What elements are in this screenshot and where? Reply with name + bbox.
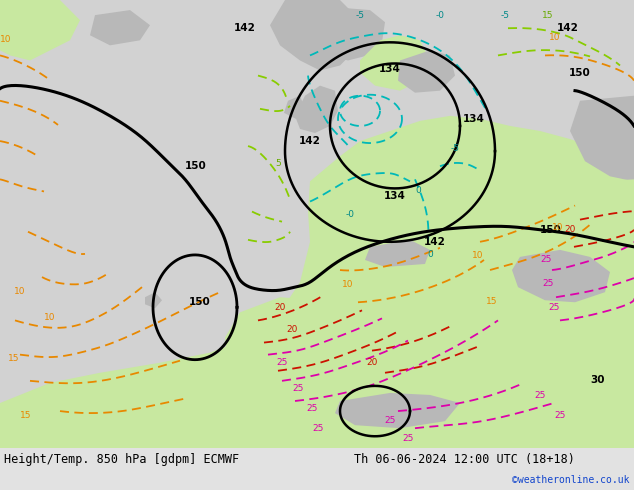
Text: 134: 134 (384, 192, 406, 201)
Text: 134: 134 (379, 64, 401, 74)
Text: 25: 25 (534, 391, 546, 400)
Text: -5: -5 (451, 144, 460, 153)
Text: 20: 20 (275, 303, 286, 312)
Text: ©weatheronline.co.uk: ©weatheronline.co.uk (512, 475, 630, 485)
Text: 0: 0 (427, 250, 433, 259)
Text: 142: 142 (234, 23, 256, 33)
Text: 25: 25 (292, 384, 304, 393)
Text: 142: 142 (424, 237, 446, 247)
Text: 20: 20 (287, 325, 298, 335)
Text: 10: 10 (552, 223, 564, 232)
Polygon shape (90, 10, 150, 46)
Text: -5: -5 (500, 11, 510, 20)
Text: 25: 25 (384, 416, 396, 425)
Polygon shape (0, 0, 80, 60)
Text: 10: 10 (0, 35, 11, 44)
Text: Th 06-06-2024 12:00 UTC (18+18): Th 06-06-2024 12:00 UTC (18+18) (354, 453, 575, 466)
Text: 15: 15 (8, 354, 20, 363)
Text: 150: 150 (185, 161, 207, 171)
Text: 10: 10 (472, 251, 484, 260)
Text: 0: 0 (415, 187, 421, 196)
Polygon shape (225, 297, 350, 388)
Text: -0: -0 (346, 210, 354, 219)
Polygon shape (365, 240, 430, 267)
Polygon shape (570, 96, 634, 181)
Text: 25: 25 (403, 434, 414, 443)
Text: 150: 150 (189, 297, 211, 307)
Text: 10: 10 (14, 287, 26, 296)
Text: 150: 150 (569, 68, 591, 77)
Text: 142: 142 (299, 136, 321, 146)
Polygon shape (295, 86, 338, 133)
Text: Height/Temp. 850 hPa [gdpm] ECMWF: Height/Temp. 850 hPa [gdpm] ECMWF (4, 453, 239, 466)
Text: 15: 15 (542, 11, 553, 20)
Text: 150: 150 (540, 225, 562, 235)
Polygon shape (335, 393, 460, 428)
Text: 134: 134 (463, 114, 485, 124)
Text: 10: 10 (44, 314, 56, 322)
Text: 15: 15 (486, 297, 498, 306)
Text: 25: 25 (306, 404, 318, 413)
Polygon shape (0, 411, 634, 448)
Text: 25: 25 (554, 411, 566, 420)
Text: 25: 25 (540, 255, 552, 264)
Text: -5: -5 (356, 11, 365, 20)
Text: 15: 15 (20, 411, 32, 420)
Polygon shape (590, 179, 634, 312)
Polygon shape (360, 35, 430, 91)
Text: 5: 5 (275, 159, 281, 168)
Polygon shape (270, 0, 360, 71)
Polygon shape (512, 250, 610, 302)
Text: 25: 25 (276, 358, 288, 367)
Text: 25: 25 (313, 424, 324, 433)
Text: -0: -0 (436, 11, 444, 20)
Polygon shape (0, 116, 634, 448)
Text: 25: 25 (548, 303, 560, 312)
Text: 10: 10 (549, 33, 560, 42)
Polygon shape (310, 8, 385, 60)
Polygon shape (145, 292, 162, 308)
Text: 25: 25 (542, 279, 553, 288)
Text: 20: 20 (366, 358, 378, 367)
Text: 142: 142 (557, 23, 579, 33)
Polygon shape (398, 50, 455, 93)
Text: 10: 10 (342, 280, 354, 289)
Text: 30: 30 (590, 375, 604, 385)
Text: 20: 20 (564, 225, 576, 234)
Polygon shape (284, 96, 305, 119)
